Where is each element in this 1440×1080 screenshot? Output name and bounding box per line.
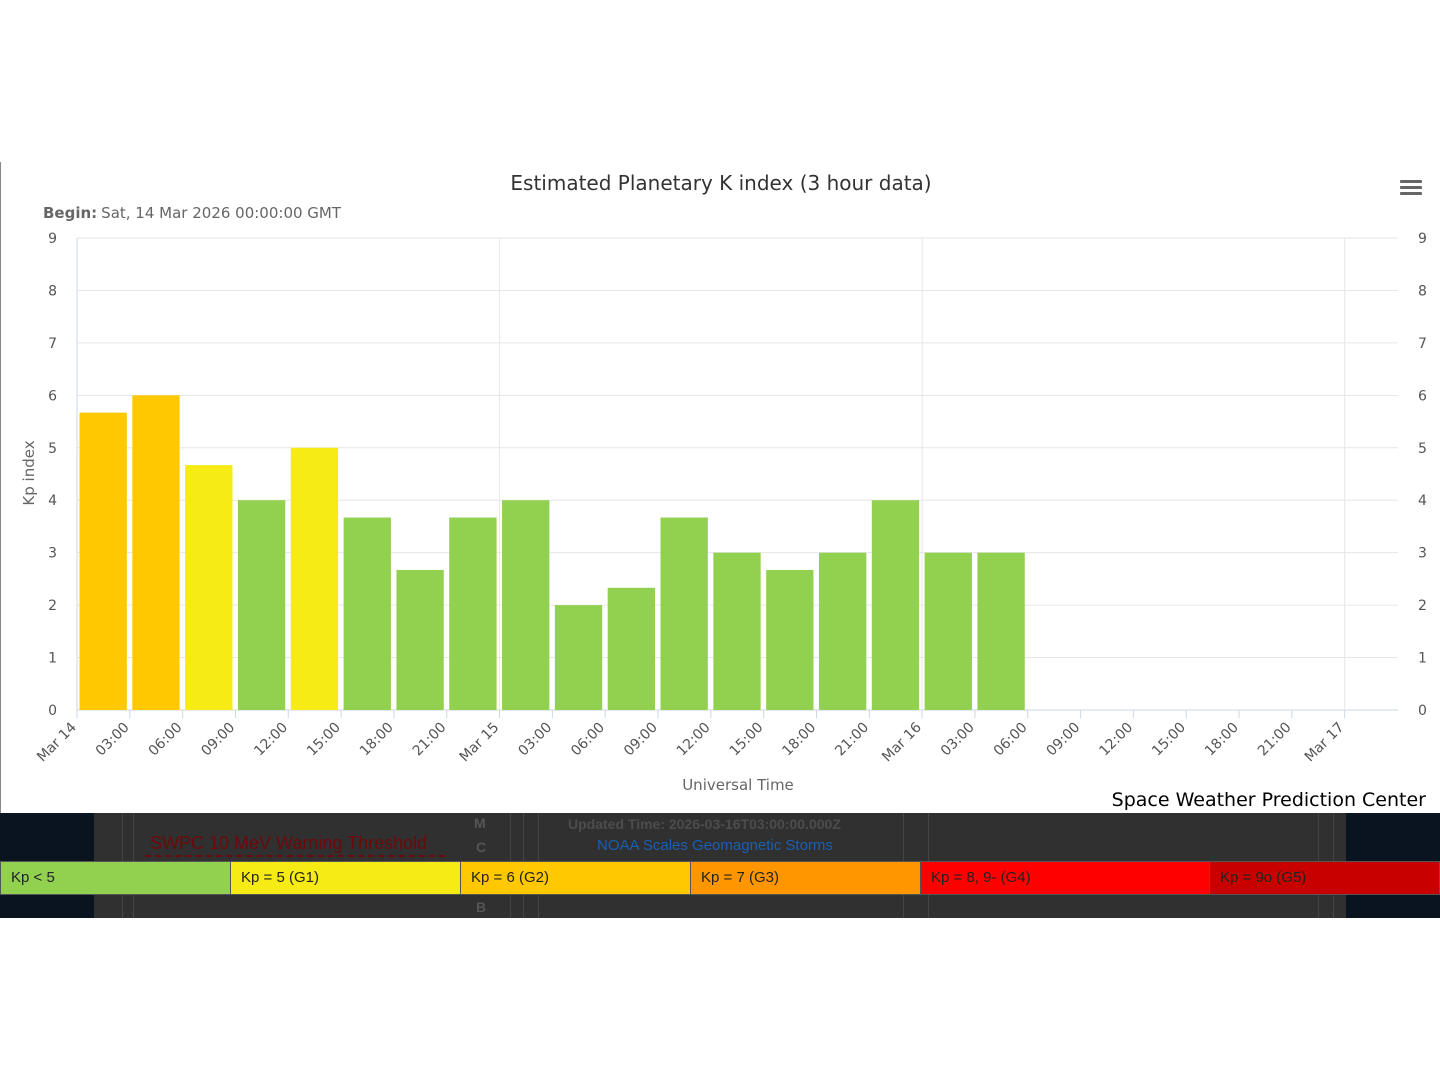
ghost-letter: C [476,839,487,855]
x-tick-label: 15:00 [1149,720,1189,760]
chart-subtitle: Begin: Sat, 14 Mar 2026 00:00:00 GMT [43,204,342,222]
x-tick-label: 21:00 [832,720,872,760]
kp-bar [343,517,391,710]
y2-tick-label: 6 [1418,388,1427,404]
noaa-scales-link[interactable]: NOAA Scales Geomagnetic Storms [597,837,833,854]
x-tick-label: 18:00 [357,720,397,760]
legend-kp-lt5: Kp < 5 [0,861,231,895]
kp-bar [554,605,603,710]
x-tick-label: 09:00 [1044,720,1084,760]
credit-text: Space Weather Prediction Center [1111,789,1426,811]
x-tick-label: 06:00 [146,720,186,760]
kp-chart: Estimated Planetary K index (3 hour data… [0,162,1440,813]
y-tick-label: 6 [48,388,57,404]
legend-g2: Kp = 6 (G2) [461,861,691,895]
background-panel: M C B Updated Time: 2026-03-16T03:00:00.… [0,813,1440,918]
legend-g4: Kp = 8, 9- (G4) [921,861,1210,895]
x-tick-label: 12:00 [251,720,291,760]
ghost-letter: B [476,899,487,915]
kp-bar [237,500,286,710]
y-tick-label: 4 [48,493,57,509]
x-tick-label: Mar 14 [34,719,80,765]
updated-time: Updated Time: 2026-03-16T03:00:00.000Z [568,816,841,832]
x-tick-label: 03:00 [938,720,978,760]
kp-bar [713,552,761,710]
y2-tick-label: 0 [1418,703,1427,719]
x-tick-label: 15:00 [304,720,344,760]
kp-bar [79,412,127,710]
y-tick-label: 0 [48,703,57,719]
y2-tick-label: 4 [1418,493,1427,509]
x-tick-label: 09:00 [621,720,661,760]
y-tick-label: 5 [48,441,57,457]
legend-g3: Kp = 7 (G3) [691,861,921,895]
y-tick-label: 2 [48,598,57,614]
x-tick-label: 03:00 [93,720,133,760]
chart-title: Estimated Planetary K index (3 hour data… [510,171,931,195]
kp-bar [977,552,1025,710]
kp-bar [449,517,497,710]
y-tick-label: 9 [48,231,57,247]
kp-bar [607,587,656,710]
kp-bar [924,552,972,710]
kp-bar [660,517,708,710]
x-tick-label: 06:00 [568,720,608,760]
y-axis-title: Kp index [20,440,38,505]
legend-g5: Kp = 9o (G5) [1210,861,1440,895]
x-tick-label: 21:00 [410,720,450,760]
kp-bar [766,569,814,710]
y2-tick-label: 3 [1418,546,1427,562]
kp-bar [185,465,233,710]
x-tick-label: 21:00 [1255,720,1295,760]
kp-bar [871,500,920,710]
x-tick-label: 03:00 [515,720,555,760]
y2-tick-label: 1 [1418,651,1427,667]
x-tick-label: 09:00 [198,720,238,760]
y2-tick-label: 7 [1418,336,1427,352]
x-tick-label: 15:00 [727,720,767,760]
x-tick-label: Mar 15 [457,720,503,766]
kp-bar [818,552,867,710]
x-tick-label: Mar 17 [1302,720,1348,766]
y-tick-label: 8 [48,283,57,299]
chart-svg: Estimated Planetary K index (3 hour data… [20,171,1427,794]
y2-tick-label: 9 [1418,231,1427,247]
kp-bar [132,395,180,710]
legend-g1: Kp = 5 (G1) [231,861,461,895]
x-axis-title: Universal Time [682,776,794,794]
ghost-letter: M [474,815,486,831]
kp-bar [290,447,339,710]
y2-tick-label: 5 [1418,441,1427,457]
chart-menu-button[interactable] [1400,180,1422,198]
threshold-line [145,855,445,857]
x-tick-label: 18:00 [779,720,819,760]
y-tick-label: 1 [48,651,57,667]
x-tick-label: 18:00 [1202,720,1242,760]
y-tick-label: 3 [48,546,57,562]
threshold-label: SWPC 10 MeV Warning Threshold [150,833,428,853]
kp-bar [396,569,444,710]
x-tick-label: 12:00 [1096,720,1136,760]
y2-tick-label: 8 [1418,283,1427,299]
y2-tick-label: 2 [1418,598,1427,614]
x-tick-label: 06:00 [991,720,1031,760]
kp-bar [502,500,550,710]
x-tick-label: Mar 16 [879,719,925,765]
y-tick-label: 7 [48,336,57,352]
x-tick-label: 12:00 [674,720,714,760]
kp-legend: Kp < 5 Kp = 5 (G1) Kp = 6 (G2) Kp = 7 (G… [0,861,1440,895]
